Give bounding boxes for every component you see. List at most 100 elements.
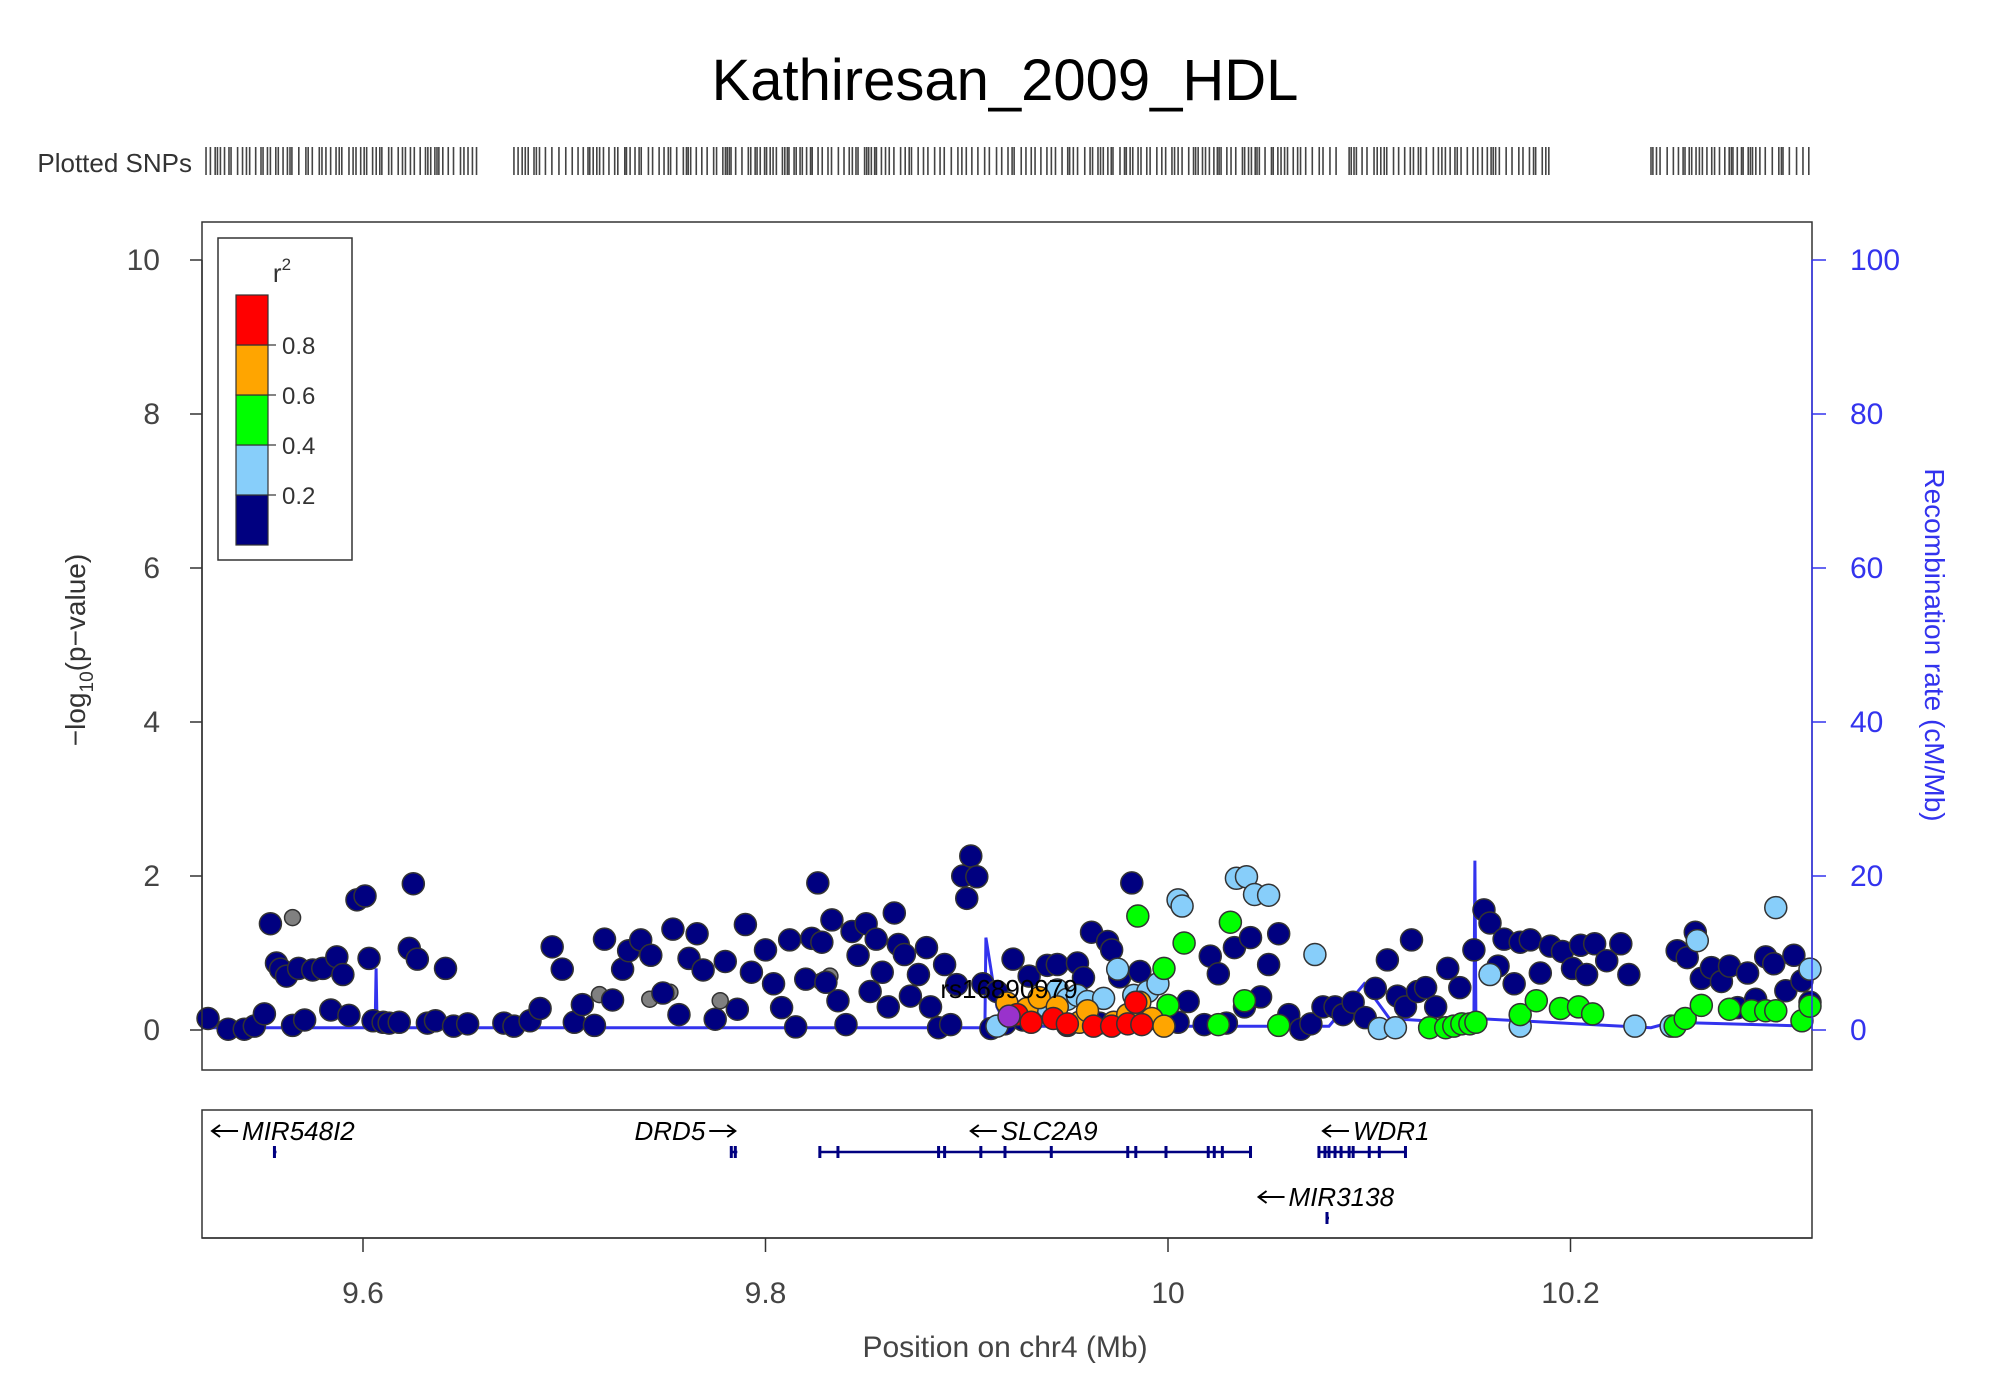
snp-point-r2-0-0.2 [1528, 961, 1553, 985]
index-snp-point [997, 1004, 1021, 1028]
snp-point-r2-0-0.2 [1762, 952, 1786, 976]
x-axis-label: Position on chr4 (Mb) [862, 1331, 1147, 1364]
gene-exon [1403, 1146, 1407, 1158]
gene-exon [733, 1146, 737, 1158]
snp-point-r2-0-0.2 [944, 972, 969, 997]
snp-point-r2-0-0.2 [864, 927, 888, 951]
snp-point-r2-0-0.2 [1782, 943, 1806, 968]
gene-exon [1377, 1146, 1381, 1158]
snp-point-r2-0-0.2 [1462, 938, 1486, 962]
legend-bin [235, 494, 269, 546]
snp-point-r2-0-0.2 [1594, 948, 1619, 973]
gene-exon [1249, 1146, 1253, 1158]
gene-exon [979, 1146, 983, 1158]
snp-point-r2-0-0.2 [858, 979, 882, 1004]
gene-track: MIR548I2 DRD5 SLC2A9 WDR1 MIR3138 [210, 1116, 1430, 1224]
legend-bin-label: 0.8 [282, 333, 315, 360]
snp-point-r2-0-0.2 [876, 995, 901, 1019]
gene-direction-arrowhead [1321, 1124, 1332, 1138]
snp-point-r2-0-0.2 [455, 1012, 480, 1036]
gene-exon [1351, 1146, 1355, 1158]
gene-exon [1164, 1146, 1168, 1158]
y-left-tick-label: 8 [143, 398, 160, 431]
gene-exon [1323, 1146, 1327, 1158]
plotted-snps-track [205, 147, 1810, 175]
snp-point-r2-0-0.2 [806, 871, 830, 895]
gene-exon [729, 1146, 733, 1158]
gene-exon [937, 1146, 941, 1158]
gene-label: MIR548I2 [242, 1116, 355, 1146]
snp-point-r2-0-0.2 [331, 962, 355, 987]
snp-point-r2-0-0.2 [794, 967, 818, 991]
y-right-ticks: 0 20 40 60 80 100 [1812, 244, 1900, 1047]
snp-point-r2-0-0.2 [810, 930, 834, 954]
snp-point-r2-0-0.2 [959, 844, 983, 868]
snp-point-r2-0-0.2 [570, 992, 595, 1017]
snp-point-r2-0.4-0.6 [1266, 1013, 1291, 1038]
gene-exon [1333, 1146, 1337, 1158]
legend-bin-label: 0.2 [282, 483, 315, 510]
snp-point-r2-0.2-0.4 [1478, 962, 1502, 987]
snp-point-r2-0-0.2 [938, 1012, 963, 1037]
snp-point-r2-0.2-0.4 [1105, 957, 1130, 981]
snp-point-r2-0-0.2 [814, 970, 838, 995]
snp-point-r2-0-0.2 [600, 988, 625, 1012]
snp-point-r2-0-0.2 [834, 1012, 858, 1037]
snp-point-r2-0-0.2 [1617, 962, 1641, 987]
snp-point-r2-0-0.2 [196, 1006, 220, 1031]
snp-point-r2-0.2-0.4 [1303, 942, 1327, 967]
y-left-tick-label: 2 [143, 860, 160, 893]
snp-point-r2-0-0.2 [1238, 925, 1263, 950]
gene-exon [1367, 1146, 1371, 1158]
gene-direction-arrowhead [726, 1124, 737, 1138]
snp-point-no-ld [283, 908, 302, 927]
snp-point-r2-0.4-0.6 [1232, 988, 1257, 1013]
snp-point-r2-0.4-0.6 [1717, 997, 1742, 1021]
snp-point-r2-0.4-0.6 [1798, 994, 1822, 1018]
legend-bin-label: 0.6 [282, 383, 315, 410]
snp-point-r2-0-0.2 [703, 1007, 727, 1031]
gene-exon [1317, 1146, 1321, 1158]
snp-point-r2-0-0.2 [965, 865, 989, 889]
snp-point-r2-0-0.2 [761, 972, 786, 996]
snp-point-r2-0.4-0.6 [1508, 1002, 1532, 1027]
snp-point-r2-0-0.2 [725, 997, 750, 1021]
snp-point-r2-0-0.2 [1017, 964, 1041, 988]
snp-point-r2-0.2-0.4 [1623, 1014, 1647, 1038]
y-left-tick-label: 6 [143, 552, 160, 585]
snp-point-r2-0-0.2 [1413, 975, 1438, 1000]
gene-exon [818, 1146, 822, 1158]
snp-point-r2-0.4-0.6 [1524, 988, 1549, 1013]
y-right-tick-label: 40 [1850, 706, 1883, 739]
gene-label: DRD5 [635, 1116, 706, 1146]
gene-exon [1134, 1146, 1138, 1158]
snp-point-r2-0-0.2 [906, 962, 931, 987]
snp-point-r2-0-0.2 [1266, 922, 1291, 946]
snp-point-r2-0.2-0.4 [1091, 986, 1116, 1011]
gene-exon [1212, 1146, 1216, 1158]
gene-exon [1126, 1146, 1130, 1158]
gene-exon [1206, 1146, 1210, 1158]
y-right-tick-label: 80 [1850, 398, 1883, 431]
snp-point-r2-0-0.2 [769, 995, 794, 1020]
gene-exon [272, 1146, 276, 1158]
snp-point-r2-0-0.2 [540, 935, 564, 959]
snp-point-r2-0-0.2 [1256, 952, 1281, 977]
snp-point-r2-0-0.2 [292, 1008, 317, 1032]
snp-point-r2-0-0.2 [651, 981, 675, 1005]
snp-point-r2-0-0.2 [783, 1015, 808, 1039]
gene-exon [943, 1146, 947, 1158]
snp-point-r2-0.4-0.6 [1206, 1012, 1231, 1037]
x-tick-label: 9.8 [745, 1277, 787, 1310]
snp-point-r2-0.4-0.6 [1764, 999, 1788, 1023]
snp-point-r2-0.2-0.4 [1256, 883, 1281, 907]
legend-bin [235, 394, 269, 446]
snp-point-r2-0-0.2 [1609, 932, 1633, 956]
y-axis-left-label: −log10(p−value) [60, 554, 98, 746]
snp-point-r2-0-0.2 [582, 1013, 607, 1038]
snp-point-r2-0-0.2 [353, 884, 377, 908]
snp-point-r2-0-0.2 [1299, 1012, 1323, 1036]
snp-point-r2-0-0.2 [918, 995, 943, 1019]
snp-point-r2-0-0.2 [932, 952, 957, 977]
